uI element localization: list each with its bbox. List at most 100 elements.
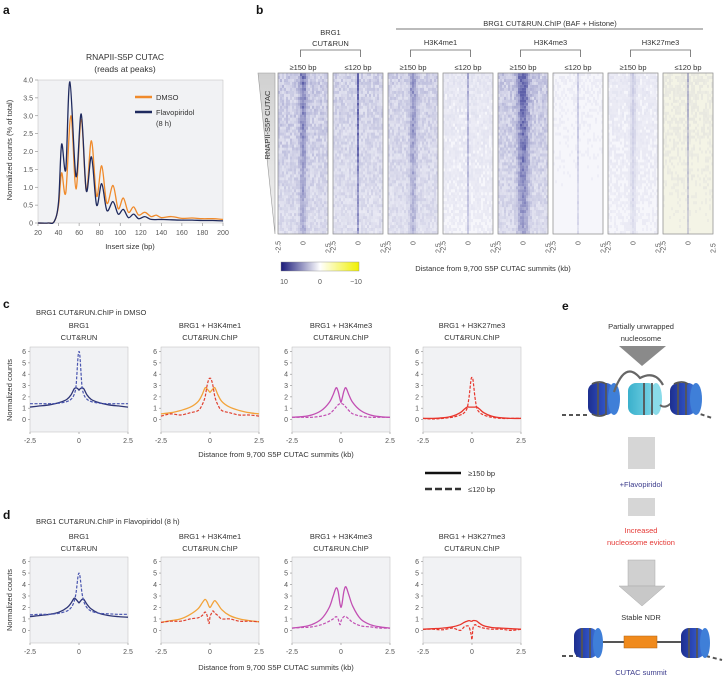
heatmap-cell (404, 102, 406, 106)
heatmap-cell (422, 168, 424, 172)
heatmap-cell (339, 192, 341, 196)
heatmap-cell (304, 129, 306, 133)
heatmap-cell (363, 174, 365, 178)
heatmap-cell (414, 76, 416, 79)
heatmap-cell (363, 76, 365, 79)
heatmap-cell (410, 120, 412, 124)
heatmap-cell (473, 73, 475, 76)
heatmap-cell (426, 90, 428, 94)
heatmap-cell (286, 129, 288, 133)
heatmap-cell (359, 177, 361, 181)
heatmap-cell (326, 174, 328, 178)
y-tick-label: 3.0 (23, 113, 33, 120)
heatmap-cell (404, 198, 406, 202)
heatmap-cell (406, 222, 408, 226)
heatmap-cell (392, 186, 394, 190)
heatmap-cell (304, 111, 306, 115)
heatmap-cell (304, 99, 306, 103)
heatmap-cell (390, 111, 392, 115)
heatmap-cell (477, 84, 479, 88)
heatmap-cell (361, 150, 363, 154)
heatmap-cell (430, 195, 432, 199)
heatmap-cell (296, 126, 298, 130)
heatmap-cell (457, 150, 459, 154)
heatmap-cell (284, 228, 286, 231)
heatmap-cell (487, 117, 489, 121)
heatmap-cell (345, 84, 347, 88)
heatmap-cell (422, 183, 424, 187)
heatmap-cell (333, 195, 335, 199)
heatmap-cell (400, 207, 402, 211)
heatmap-cell (314, 129, 316, 133)
heatmap-cell (436, 93, 438, 97)
heatmap-cell (333, 222, 335, 226)
heatmap-cell (447, 90, 449, 94)
y-tick-label: 1.5 (23, 167, 33, 174)
heatmap-cell (324, 207, 326, 211)
heatmap-cell (353, 120, 355, 124)
heatmap-cell (412, 150, 414, 154)
heatmap-cell (345, 222, 347, 226)
heatmap-cell (375, 201, 377, 205)
heatmap-cell (416, 198, 418, 202)
heatmap-cell (408, 219, 410, 223)
heatmap-cell (416, 213, 418, 217)
heatmap-cell (351, 111, 353, 115)
heatmap-cell (347, 228, 349, 231)
heatmap-cell (485, 132, 487, 136)
heatmap-cell (471, 79, 473, 82)
heatmap-cell (365, 195, 367, 199)
heatmap-cell (424, 147, 426, 151)
heatmap-cell (318, 204, 320, 208)
heatmap-cell (418, 105, 420, 109)
heatmap-cell (485, 147, 487, 151)
heatmap-cell (447, 79, 449, 82)
heatmap-cell (410, 195, 412, 199)
heatmap-cell (483, 96, 485, 100)
heatmap-cell (428, 105, 430, 109)
heatmap-cell (406, 204, 408, 208)
heatmap-cell (322, 183, 324, 187)
heatmap-cell (280, 198, 282, 202)
heatmap-cell (469, 165, 471, 169)
heatmap-cell (320, 141, 322, 145)
heatmap-cell (479, 81, 481, 85)
heatmap-cell (322, 189, 324, 193)
heatmap-cell (422, 156, 424, 160)
heatmap-cell (365, 129, 367, 133)
heatmap-cell (343, 93, 345, 97)
heatmap-cell (292, 123, 294, 127)
heatmap-cell (412, 81, 414, 85)
heatmap-cell (381, 141, 383, 145)
heatmap-cell (369, 198, 371, 202)
heatmap-cell (339, 219, 341, 223)
heatmap-cell (463, 129, 465, 133)
heatmap-cell (467, 150, 469, 154)
heatmap-cell (337, 216, 339, 220)
heatmap-cell (296, 222, 298, 226)
heatmap-cell (453, 132, 455, 136)
heatmap-cell (320, 129, 322, 133)
heatmap-cell (400, 96, 402, 100)
heatmap-cell (304, 150, 306, 154)
heatmap-cell (430, 207, 432, 211)
heatmap-cell (428, 117, 430, 121)
heatmap-cell (436, 174, 438, 178)
heatmap-cell (473, 156, 475, 160)
heatmap-cell (288, 153, 290, 157)
heatmap-cell (443, 144, 445, 148)
heatmap-cell (292, 153, 294, 157)
heatmap-cell (359, 207, 361, 211)
heatmap-cell (302, 171, 304, 175)
heatmap-cell (347, 147, 349, 151)
heatmap-cell (345, 96, 347, 100)
heatmap-cell (436, 90, 438, 94)
heatmap-cell (308, 225, 310, 229)
heatmap-cell (414, 126, 416, 130)
heatmap-cell (396, 186, 398, 190)
heatmap-cell (316, 186, 318, 190)
heatmap-cell (414, 147, 416, 151)
heatmap-cell (412, 132, 414, 136)
heatmap-cell (320, 87, 322, 91)
heatmap-cell (367, 213, 369, 217)
